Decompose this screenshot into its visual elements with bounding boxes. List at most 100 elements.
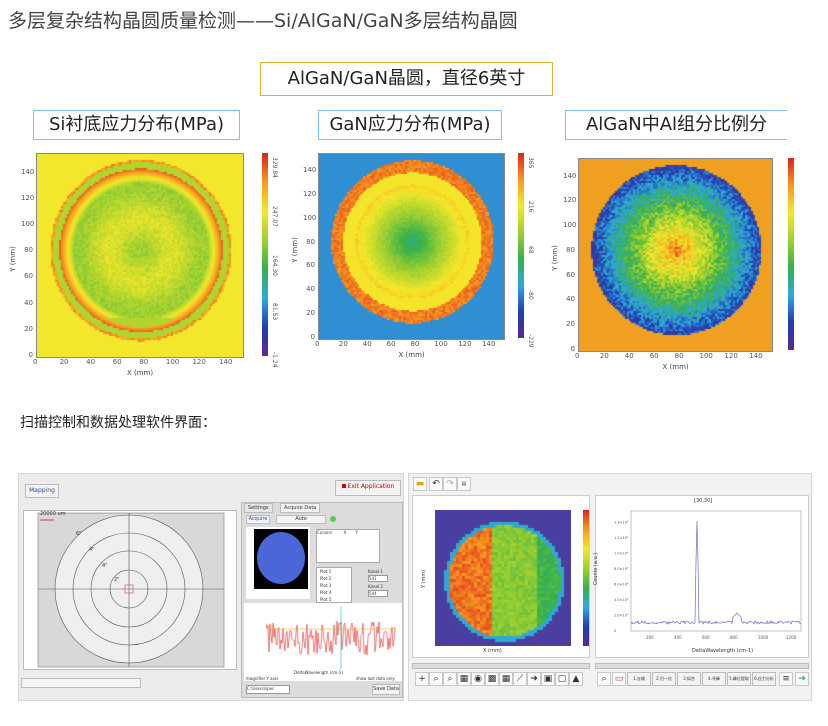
x-axis-label: DeltaWavelength (cm-1) — [692, 648, 754, 654]
y-tick-label: 40 — [566, 295, 575, 304]
y-tick-label: 8.0×10³ — [614, 567, 629, 571]
color-wheel-icon[interactable]: ◉ — [471, 672, 485, 686]
spectrum-title: [30,30] — [694, 498, 713, 504]
frame-icon[interactable]: ▢ — [555, 672, 569, 686]
process-step-button[interactable]: 2.归一化 — [652, 672, 676, 686]
ring-label: 4" — [89, 547, 95, 553]
x-tick-label: 140 — [219, 358, 233, 366]
x-tick-label: 20 — [599, 352, 609, 360]
legend-icon[interactable]: ≡ — [779, 672, 793, 686]
map-scrollbar[interactable] — [412, 663, 590, 669]
x-tick-label: 120 — [458, 340, 472, 348]
stop-icon — [341, 484, 346, 488]
plot-item[interactable]: Plot 1 — [320, 569, 332, 574]
plot-item[interactable]: Plot 5 — [320, 597, 332, 602]
y-axis-label: Y (mm) — [8, 245, 17, 272]
al-fraction-heatmap — [578, 158, 773, 352]
colorbar-tick: 216 — [527, 201, 534, 213]
pattern-icon[interactable]: ▦ — [499, 672, 513, 686]
software-caption: 扫描控制和数据处理软件界面： — [20, 415, 216, 431]
plot-item[interactable]: Plot 4 — [320, 590, 332, 595]
tab-acquire-data[interactable]: Acquire Data — [280, 503, 321, 513]
save-data-button[interactable]: Save Data — [372, 684, 400, 695]
x-tick-label: 120 — [192, 358, 206, 366]
y-tick-label: 120 — [21, 193, 35, 202]
si-stress-heatmap — [36, 153, 244, 358]
crosshair-icon[interactable]: + — [415, 672, 429, 686]
x-tick-label: 60 — [386, 340, 396, 348]
plot-list[interactable]: Plot 1 Plot 2 Plot 3 Plot 4 Plot 5 — [316, 567, 352, 603]
x-axis-label: X (mm) — [127, 369, 154, 377]
process-step-button[interactable]: 5.峰位提取 — [727, 672, 751, 686]
export-icon[interactable]: ➜ — [527, 672, 541, 686]
x-tick-label: 140 — [482, 340, 496, 348]
mapping-button[interactable]: Mapping — [25, 484, 59, 498]
plot-item[interactable]: Plot 2 — [320, 576, 332, 581]
overlay-icon[interactable]: ▣ — [541, 672, 555, 686]
x-tick-label: 60 — [649, 352, 659, 360]
x-tick-label: 20 — [338, 340, 348, 348]
ring-label: 4" — [102, 563, 108, 569]
cursor-table: Cursors X Y — [316, 529, 380, 563]
export-icon[interactable]: ▤ — [457, 477, 471, 491]
line-icon[interactable]: ⟋ — [513, 672, 527, 686]
cursor-header: Cursors — [317, 530, 333, 535]
x-axis-label: DeltaWavelength (cm-1) — [294, 670, 343, 675]
x-tick-label: 400 — [674, 635, 682, 640]
kanal-1-input[interactable]: 541 — [368, 575, 388, 582]
y-tick-label: 120 — [303, 189, 317, 198]
spectrum-scrollbar[interactable] — [595, 663, 809, 669]
spectrum-plot: 200 400 600 800 1000 1200 0 2.0×10³ 4.0×10³ 6.0×1… — [614, 510, 802, 640]
acquire-panel: Settings Acquire Data Acquire Auto Curso… — [241, 502, 403, 698]
y-tick-label: 100 — [563, 221, 577, 230]
clear-icon[interactable]: ▭ — [612, 672, 626, 686]
acquire-button[interactable]: Acquire — [246, 515, 270, 524]
colorbar-tick: 247.07 — [271, 205, 278, 227]
colormap-icon[interactable]: ▦ — [457, 672, 471, 686]
x-tick-label: 0 — [575, 352, 580, 360]
y-tick-label: 40 — [306, 285, 315, 294]
process-step-button[interactable]: 4.寻峰 — [702, 672, 726, 686]
tab-settings[interactable]: Settings — [244, 503, 273, 513]
exit-application-button[interactable]: Exit Application — [335, 480, 401, 496]
process-step-button[interactable]: 3.拟合 — [677, 672, 701, 686]
y-tick-label: 0 — [310, 333, 315, 341]
x-tick-label: 80 — [674, 352, 684, 360]
zoom-icon[interactable]: ⌕ — [597, 672, 611, 686]
colorbar-tick: -1.24 — [271, 352, 278, 368]
x-axis-label: X (mm) — [483, 648, 502, 654]
process-step-button[interactable]: 1.去噪 — [627, 672, 651, 686]
open-folder-icon[interactable]: ▬ — [413, 477, 427, 491]
mode-select[interactable]: Auto — [276, 515, 326, 524]
zoom-out-icon[interactable]: ⌕ — [443, 672, 457, 686]
zoom-in-icon[interactable]: ⌕ — [429, 672, 443, 686]
plot-item[interactable]: Plot 3 — [320, 583, 332, 588]
plot-frame — [630, 510, 802, 632]
live-spectrum-trace — [266, 607, 396, 669]
redo-icon[interactable]: ↷ — [443, 477, 457, 491]
x-tick-label: 120 — [724, 352, 738, 360]
undo-icon[interactable]: ↶ — [429, 477, 443, 491]
colorbar — [788, 158, 794, 350]
path-input[interactable]: C:\Users\spec — [246, 685, 290, 694]
colorbar-tick: -229 — [527, 334, 534, 348]
colorbar-tick: 164.30 — [271, 254, 278, 276]
colorbar-tick: -80 — [527, 289, 534, 300]
gan-stress-heatmap — [318, 153, 505, 340]
x-tick-label: 40 — [624, 352, 634, 360]
export-data-icon[interactable]: ➜ — [795, 672, 809, 686]
page-title: 多层复杂结构晶圆质量检测——Si/AlGaN/GaN多层结构晶圆 — [8, 10, 518, 32]
y-axis-label: Counts (a.u.) — [593, 552, 600, 586]
kanal-2-input[interactable]: 544 — [368, 590, 388, 597]
process-step-button[interactable]: 6.应力分析 — [752, 672, 776, 686]
show-last-checkbox[interactable]: show last data only — [356, 676, 395, 681]
y-tick-label: 20 — [24, 324, 33, 333]
x-tick-label: 100 — [165, 358, 180, 366]
magnifier-checkbox[interactable]: magnifier Y axis — [246, 676, 279, 681]
y-tick-label: 6.0×10³ — [614, 583, 629, 587]
3d-view-icon[interactable]: ▲ — [569, 672, 583, 686]
y-tick-label: 100 — [303, 213, 317, 222]
colorbar-tick: 365 — [527, 157, 534, 169]
wafer-stage-view[interactable]: 20000 um 6" 4" 4" 2" — [23, 510, 237, 670]
texture-icon[interactable]: ▩ — [485, 672, 499, 686]
